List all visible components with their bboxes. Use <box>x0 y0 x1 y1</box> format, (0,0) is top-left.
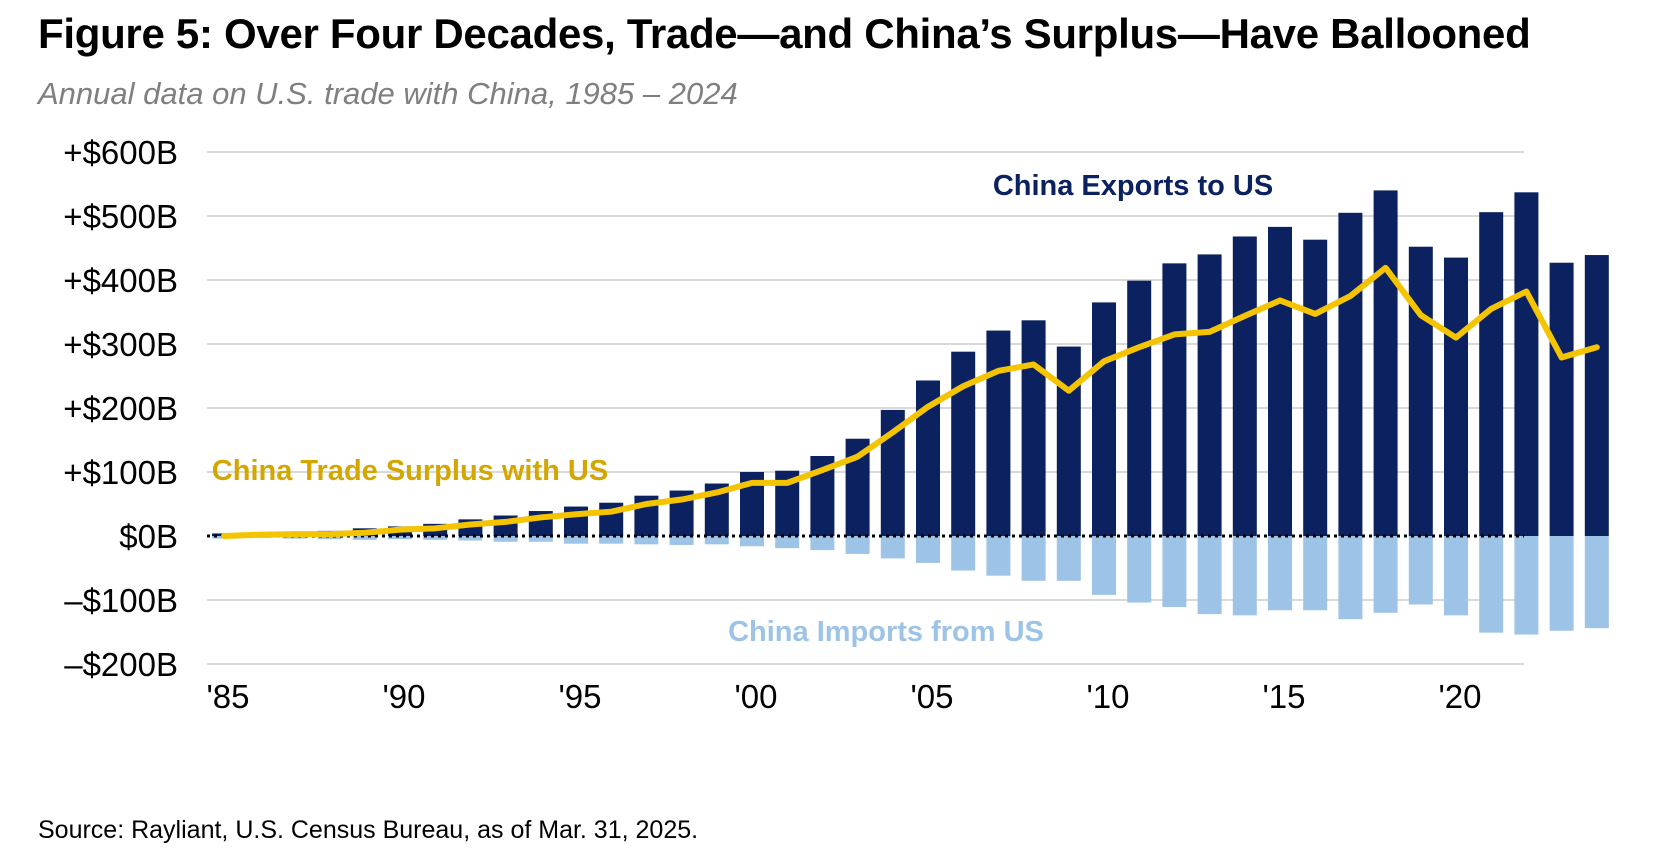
exports-bar <box>1584 255 1609 537</box>
series-labels: China Exports to US China Trade Surplus w… <box>212 170 1273 648</box>
exports-bar <box>1549 262 1574 536</box>
exports-bar <box>1197 254 1222 536</box>
x-axis-tick-labels: '85 '90 '95 '00 '05 '10 '15 '20 <box>206 678 1481 715</box>
imports-bar <box>1549 536 1574 631</box>
y-tick-label: –$100B <box>64 582 178 619</box>
chart-title: Figure 5: Over Four Decades, Trade—and C… <box>38 10 1531 57</box>
exports-bar <box>986 330 1011 536</box>
imports-bar <box>423 536 448 540</box>
exports-bar <box>1232 236 1257 537</box>
y-axis-tick-labels: +$600B +$500B +$400B +$300B +$200B +$100B $0B –… <box>63 134 178 683</box>
y-tick-label: +$200B <box>63 390 178 427</box>
y-tick-label: +$100B <box>63 454 178 491</box>
x-tick-label: '90 <box>382 678 425 715</box>
y-tick-label: –$200B <box>64 646 178 683</box>
imports-bar <box>458 536 483 541</box>
imports-series-label: China Imports from US <box>728 616 1044 648</box>
exports-bar <box>1373 190 1398 536</box>
imports-bar <box>352 536 377 540</box>
y-tick-label: +$500B <box>63 198 178 235</box>
x-tick-label: '00 <box>734 678 777 715</box>
imports-bar <box>317 536 342 540</box>
x-tick-label: '15 <box>1262 678 1305 715</box>
y-tick-label: $0B <box>119 518 178 555</box>
exports-bar <box>1338 212 1363 537</box>
imports-bar <box>740 536 764 547</box>
x-tick-label: '05 <box>910 678 953 715</box>
imports-bar <box>880 536 905 559</box>
x-tick-label: '20 <box>1438 678 1481 715</box>
imports-bar <box>1092 536 1116 595</box>
imports-bar <box>775 536 800 549</box>
imports-bar <box>599 536 624 544</box>
source-note: Source: Rayliant, U.S. Census Bureau, as… <box>38 816 699 844</box>
imports-bar <box>986 536 1011 576</box>
exports-bar <box>1479 212 1504 536</box>
exports-bar <box>1162 263 1187 536</box>
x-tick-label: '10 <box>1086 678 1129 715</box>
imports-bar <box>1303 536 1328 611</box>
imports-bar <box>1408 536 1433 605</box>
y-tick-label: +$600B <box>63 134 178 171</box>
surplus-series-label: China Trade Surplus with US <box>212 455 608 487</box>
imports-bar <box>1232 536 1257 616</box>
imports-bar <box>1056 536 1081 581</box>
imports-bar <box>282 536 307 539</box>
imports-bar <box>1127 536 1152 603</box>
imports-bar <box>528 536 553 542</box>
imports-bar <box>1021 536 1046 581</box>
surplus-line <box>221 264 1600 539</box>
imports-bar <box>564 536 588 544</box>
exports-bar <box>1056 346 1081 536</box>
exports-bar <box>1092 302 1116 536</box>
surplus-line-series <box>221 264 1600 539</box>
imports-bar <box>493 536 518 542</box>
chart-subtitle: Annual data on U.S. trade with China, 19… <box>38 76 738 111</box>
imports-bar <box>1373 536 1398 613</box>
bar-series <box>212 190 1609 635</box>
y-tick-label: +$300B <box>63 326 178 363</box>
imports-bar <box>1584 536 1609 629</box>
imports-bar <box>388 536 412 540</box>
x-tick-label: '95 <box>558 678 601 715</box>
imports-bar <box>1479 536 1504 633</box>
exports-bar <box>1268 226 1292 536</box>
imports-bar <box>951 536 976 571</box>
imports-bar <box>669 536 694 545</box>
imports-bar <box>634 536 659 545</box>
trade-chart: +$600B +$500B +$400B +$300B +$200B +$100B $0B –… <box>63 134 1609 715</box>
imports-bar <box>1444 536 1468 616</box>
y-tick-label: +$400B <box>63 262 178 299</box>
exports-bar <box>1127 280 1152 536</box>
imports-bar <box>916 536 940 563</box>
x-tick-label: '85 <box>206 678 249 715</box>
imports-bar <box>1514 536 1539 635</box>
imports-bar <box>1268 536 1292 611</box>
imports-bar <box>845 536 870 554</box>
exports-series-label: China Exports to US <box>993 170 1273 202</box>
imports-bar <box>1197 536 1222 615</box>
imports-bar <box>810 536 835 551</box>
exports-bar <box>1408 246 1433 536</box>
imports-bar <box>1162 536 1187 608</box>
imports-bar <box>1338 536 1363 620</box>
exports-bar <box>1444 257 1468 536</box>
exports-bar <box>1514 192 1539 536</box>
imports-bar <box>704 536 729 545</box>
exports-bar <box>1303 239 1328 536</box>
exports-bar <box>1021 320 1046 536</box>
